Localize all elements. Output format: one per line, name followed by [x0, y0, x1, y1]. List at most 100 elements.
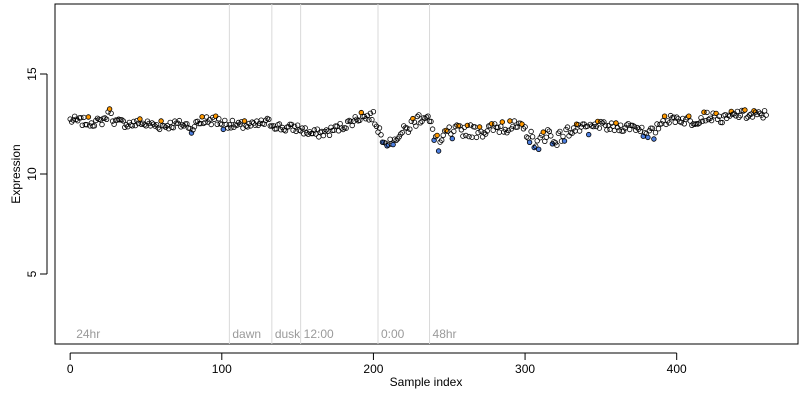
data-point [651, 136, 657, 142]
data-point [601, 119, 607, 125]
data-point [155, 125, 161, 131]
data-point [390, 141, 396, 148]
data-point [598, 118, 604, 125]
data-point [476, 124, 483, 130]
data-point [94, 115, 101, 121]
data-point [407, 126, 413, 132]
data-point [175, 120, 181, 126]
data-point [399, 129, 405, 136]
data-point [191, 123, 198, 130]
data-point [241, 118, 248, 124]
data-point [153, 122, 160, 128]
data-point [302, 125, 308, 131]
data-point [435, 148, 442, 154]
x-tick-label: 200 [363, 362, 383, 376]
marker-label: dawn [232, 327, 261, 341]
data-point [85, 114, 92, 120]
data-point [297, 128, 304, 134]
data-point [743, 115, 750, 121]
data-point [378, 132, 384, 138]
data-point [522, 124, 528, 130]
data-point [546, 128, 552, 134]
data-point [596, 125, 603, 131]
data-point [698, 115, 704, 121]
data-point [537, 134, 543, 141]
data-point [557, 128, 563, 135]
data-point [719, 119, 725, 126]
data-point [511, 118, 518, 124]
y-tick-label: 10 [25, 167, 39, 181]
data-point [737, 112, 744, 119]
data-point [502, 126, 508, 133]
data-point [466, 133, 472, 140]
data-point [417, 120, 424, 126]
data-point [162, 124, 169, 130]
data-point [416, 112, 422, 118]
data-point [652, 129, 659, 136]
data-point [343, 125, 349, 131]
data-point [102, 115, 108, 121]
data-point [267, 123, 273, 129]
data-point [666, 120, 672, 126]
data-point [413, 123, 419, 129]
data-point [313, 131, 319, 137]
marker-label: 0:00 [381, 327, 405, 341]
data-point [570, 125, 577, 131]
data-point [523, 134, 530, 140]
data-point [118, 117, 125, 123]
data-point [428, 118, 434, 125]
data-point [190, 127, 196, 133]
data-point [266, 116, 272, 122]
marker-labels: 24hr dawn dusk 12:00 0:00 48hr [76, 327, 456, 341]
data-point [88, 120, 95, 126]
x-tick-label: 400 [667, 362, 687, 376]
data-point [446, 124, 452, 130]
data-point [564, 124, 571, 130]
data-point [686, 113, 692, 119]
data-point [548, 133, 554, 139]
data-point [405, 129, 411, 135]
data-point [203, 114, 210, 120]
data-point [392, 136, 398, 142]
data-point [699, 118, 706, 124]
data-point [482, 131, 489, 137]
data-point [220, 126, 226, 133]
data-point [326, 132, 333, 138]
data-point [149, 120, 155, 126]
data-point [78, 114, 84, 121]
data-point [663, 121, 669, 128]
data-point [419, 118, 425, 125]
data-point [554, 142, 560, 148]
data-point [229, 117, 236, 124]
data-point [617, 122, 624, 128]
data-point [625, 120, 631, 127]
data-point [332, 123, 339, 129]
data-point [702, 117, 709, 124]
data-point [276, 121, 283, 127]
data-point [439, 137, 445, 143]
data-point [736, 114, 742, 120]
data-point [478, 128, 484, 135]
data-point [674, 114, 680, 120]
x-tick-label: 0 [67, 362, 74, 376]
data-point [540, 129, 546, 135]
data-point [467, 122, 474, 128]
data-point [73, 116, 79, 122]
data-point [99, 121, 105, 128]
data-point [677, 118, 683, 125]
data-point [460, 133, 466, 139]
data-point [67, 116, 73, 122]
data-point [455, 123, 461, 129]
data-point [689, 122, 695, 128]
data-point [620, 128, 627, 134]
data-point [120, 118, 126, 124]
data-point [294, 122, 301, 128]
data-point [314, 126, 320, 132]
marker-label: 48hr [433, 327, 457, 341]
data-point [714, 116, 721, 122]
data-point [742, 107, 748, 113]
data-point [566, 133, 572, 139]
data-point [170, 124, 176, 131]
data-point [649, 125, 656, 131]
data-point [103, 116, 110, 122]
